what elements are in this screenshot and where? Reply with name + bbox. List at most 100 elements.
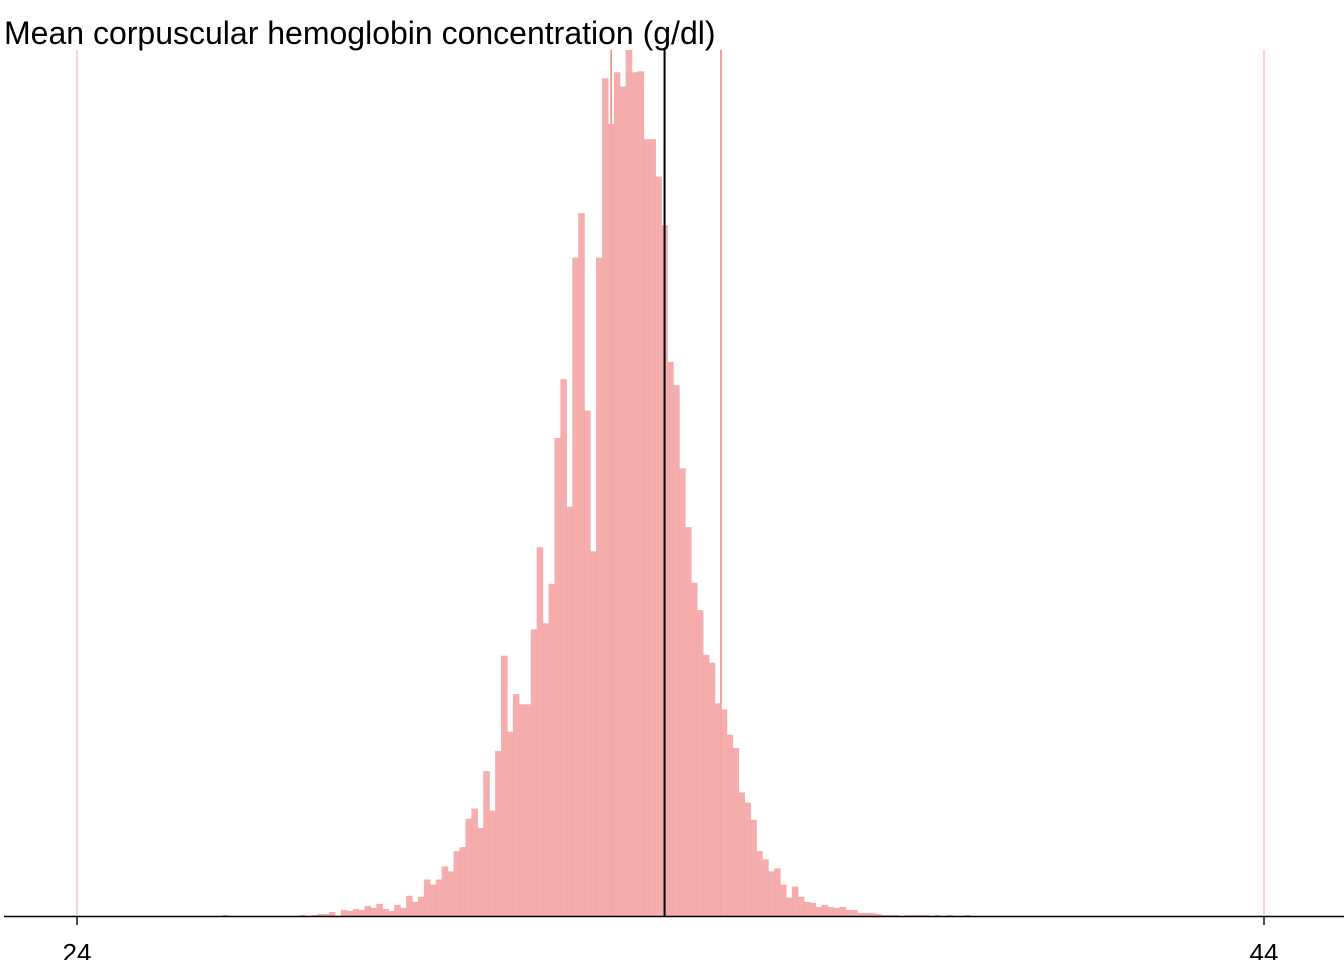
histogram-bar	[566, 506, 573, 916]
x-tick-labels: 24 44	[63, 916, 1279, 960]
histogram-bar	[572, 257, 579, 916]
histogram-bar	[732, 747, 740, 916]
histogram-bar	[744, 802, 751, 916]
histogram-bar	[904, 914, 912, 916]
histogram-bar	[358, 909, 366, 916]
histogram-bar	[554, 437, 561, 916]
histogram-bar	[447, 871, 455, 916]
histogram-bar	[726, 734, 734, 916]
histogram-bar	[613, 72, 621, 917]
histogram-bar	[506, 731, 514, 916]
histogram-bar	[542, 623, 550, 916]
histogram-bar	[317, 913, 324, 916]
histogram-bar	[833, 907, 840, 916]
histogram-bar	[738, 792, 745, 916]
histogram-bar	[851, 909, 858, 916]
histogram-bar	[489, 810, 496, 916]
histogram-bar	[922, 914, 929, 916]
histogram-bar	[382, 908, 389, 916]
histogram-bar	[435, 879, 443, 916]
histogram-bar	[596, 257, 603, 916]
histogram-bar	[607, 123, 615, 916]
histogram-bar	[400, 907, 407, 916]
histogram-bar	[696, 610, 704, 916]
histogram-bar	[370, 907, 378, 916]
histogram-bar	[465, 818, 472, 916]
histogram-bar	[495, 750, 502, 916]
histogram-bar	[590, 551, 597, 916]
histogram-bar	[429, 884, 437, 916]
histogram-bar	[762, 859, 769, 916]
histogram-bar	[453, 851, 461, 916]
histogram-bar	[673, 385, 680, 916]
histogram-bar	[934, 914, 941, 916]
histogram-bar	[780, 884, 787, 916]
histogram-bar	[910, 914, 918, 916]
histogram-bar	[501, 655, 508, 916]
histogram-bar	[785, 897, 793, 916]
histogram-bar	[483, 771, 490, 916]
histogram-bar	[328, 911, 336, 916]
histogram-bar	[655, 176, 662, 917]
histogram-bar	[340, 909, 348, 916]
histogram-bar	[750, 819, 757, 916]
histogram-bar	[946, 914, 953, 916]
histogram-bar	[524, 704, 532, 916]
histogram-bar	[376, 903, 383, 916]
histogram-bar	[679, 468, 686, 916]
histogram-bar	[352, 908, 360, 916]
histogram-bar	[892, 914, 900, 916]
histogram-bar	[690, 582, 698, 916]
histogram-bar	[441, 866, 449, 916]
histogram-bar	[797, 896, 805, 916]
histogram-bar	[311, 914, 318, 916]
histogram-bar	[791, 886, 799, 916]
histogram-bar	[916, 914, 924, 916]
histogram-bar	[364, 905, 372, 916]
histogram-bar	[619, 86, 627, 917]
histogram-bar	[637, 71, 645, 917]
histogram-bar	[346, 910, 354, 916]
chart-title: Mean corpuscular hemoglobin concentratio…	[4, 15, 716, 51]
histogram-bar	[471, 808, 478, 916]
histogram-bar	[667, 361, 674, 916]
histogram-bar	[406, 895, 413, 916]
histogram-bar	[886, 914, 894, 916]
histogram-bar	[417, 896, 425, 916]
histogram-bar	[857, 912, 864, 916]
histogram-bar	[809, 902, 817, 916]
histogram-bar	[768, 871, 775, 916]
histogram-bar	[394, 904, 401, 916]
histogram-bar	[714, 703, 722, 916]
histogram-bars	[222, 50, 971, 917]
histogram-bar	[459, 847, 467, 916]
histogram-bar	[774, 868, 781, 916]
histogram-bar	[548, 583, 556, 916]
histogram-bar	[299, 914, 306, 916]
histogram-bar	[423, 879, 431, 916]
histogram-bar	[631, 72, 639, 917]
histogram-bar	[643, 139, 651, 917]
histogram-bar	[869, 912, 876, 916]
histogram-bar	[821, 904, 829, 916]
histogram-bar	[815, 906, 823, 916]
histogram-bar	[323, 913, 330, 916]
histogram-bar	[685, 527, 692, 916]
x-tick-label: 24	[63, 938, 92, 960]
histogram-bar	[388, 910, 395, 916]
histogram-bar	[863, 912, 870, 916]
histogram-bar	[702, 654, 710, 916]
histogram-bar	[649, 139, 656, 917]
histogram-bar	[803, 901, 811, 916]
histogram-bar	[839, 906, 846, 916]
histogram-bar	[536, 547, 544, 916]
histogram-bar	[874, 913, 882, 916]
histogram-bar	[512, 694, 520, 916]
histogram-bar	[477, 827, 484, 916]
histogram-bar	[601, 78, 609, 917]
histogram-bar	[560, 379, 567, 916]
x-tick-label: 44	[1250, 938, 1279, 960]
histogram-bar	[530, 629, 538, 916]
histogram-bar	[845, 909, 852, 916]
